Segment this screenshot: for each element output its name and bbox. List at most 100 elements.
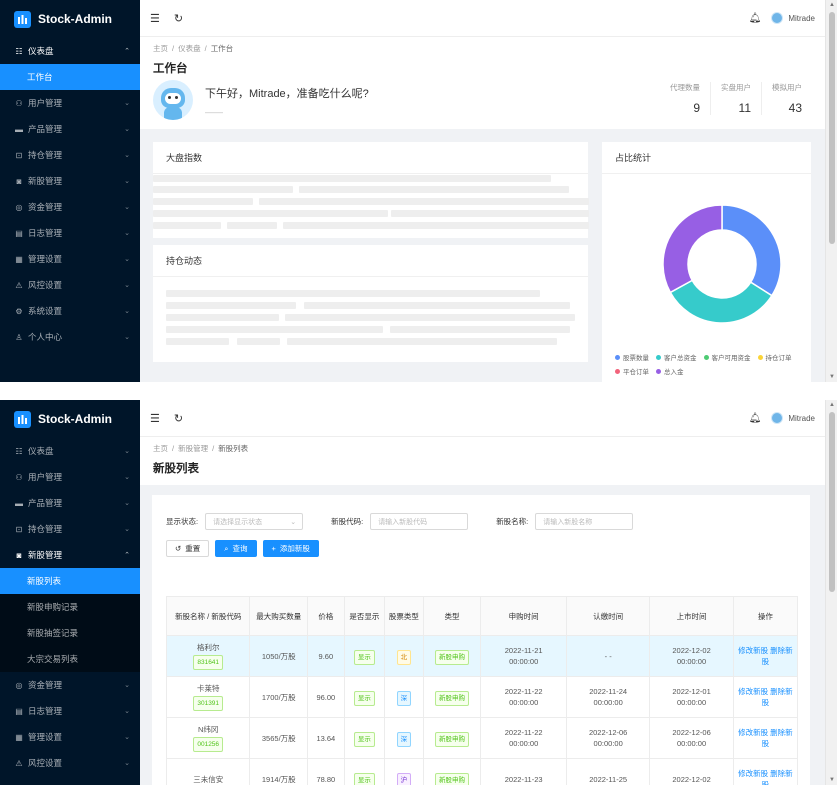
- user-name[interactable]: Mitrade: [788, 413, 815, 423]
- stat-value: 43: [788, 101, 802, 115]
- reset-button[interactable]: ↺ 重置: [166, 540, 210, 557]
- sidebar-item[interactable]: ◙ 新股管理 ⌄: [0, 168, 140, 194]
- breadcrumb-home[interactable]: 主页: [153, 44, 168, 53]
- refresh-icon[interactable]: ↻: [173, 412, 184, 425]
- sidebar-item[interactable]: ☷ 仪表盘 ⌄: [0, 438, 140, 464]
- logo[interactable]: Stock-Admin: [0, 0, 140, 38]
- stock-code-tag: 301391: [193, 696, 224, 711]
- menu-icon: ◙: [16, 550, 22, 560]
- delete-stock-link[interactable]: 删除新股: [761, 687, 793, 707]
- donut-slice[interactable]: [662, 204, 723, 294]
- table-row[interactable]: 格利尔 831641 1050/万股 9.60 显示 北 新股申购 2022-11-21 00:…: [165, 635, 799, 677]
- sidebar-item[interactable]: ♙ 个人中心 ⌄: [0, 324, 140, 350]
- sidebar-item[interactable]: ⊡ 持仓管理 ⌄: [0, 516, 140, 542]
- scroll-up-icon[interactable]: ▲: [829, 2, 835, 8]
- table-row[interactable]: N纬冈 001256 3565/万股 13.64 显示 深 新股申购 2022-11-22 00…: [165, 717, 799, 759]
- sidebar-item-label: 管理设置: [28, 732, 63, 742]
- menu-icon: ⚇: [15, 472, 23, 482]
- user-name[interactable]: Mitrade: [788, 13, 815, 23]
- sidebar-item[interactable]: ⚇ 用户管理 ⌄: [0, 90, 140, 116]
- max-qty-cell: 1700/万股: [249, 676, 309, 718]
- menu-icon: ⊡: [15, 150, 23, 160]
- sidebar-subitem[interactable]: 新股申购记录: [27, 602, 79, 612]
- sidebar-item[interactable]: ⚇ 用户管理 ⌄: [0, 464, 140, 490]
- code-input[interactable]: 请输入新股代码: [370, 513, 469, 530]
- avatar[interactable]: [771, 412, 784, 424]
- scrollbar-thumb[interactable]: [829, 412, 835, 592]
- chevron-down-icon: ⌄: [124, 474, 130, 481]
- sidebar-item[interactable]: ⚠ 风控设置 ⌄: [0, 750, 140, 776]
- donut-slice[interactable]: [669, 279, 773, 324]
- filter-row: 显示状态: 请选择显示状态 ⌄ 新股代码: 请输入新股代码 新股名称: 请输入新股…: [166, 513, 661, 530]
- skeleton-line: [153, 175, 551, 182]
- delete-stock-link[interactable]: 删除新股: [761, 646, 793, 666]
- sidebar-item[interactable]: ▤ 日志管理 ⌄: [0, 698, 140, 724]
- sidebar-item[interactable]: ◎ 资金管理 ⌄: [0, 194, 140, 220]
- table-row[interactable]: 三未信安 1914/万股 78.80 显示 沪 新股申购 2022-11-23 2022-11…: [165, 758, 799, 785]
- sidebar-item[interactable]: ◙ 新股管理 ⌃: [0, 542, 140, 568]
- status-select[interactable]: 请选择显示状态 ⌄: [205, 513, 304, 530]
- legend-item[interactable]: 平仓订单: [615, 366, 649, 376]
- list-time-cell: 2022-12-02: [649, 758, 734, 785]
- scroll-up-icon[interactable]: ▲: [829, 402, 835, 408]
- delete-stock-link[interactable]: 删除新股: [761, 728, 793, 748]
- pay-time-cell: 2022-11-25: [565, 758, 651, 785]
- table-row[interactable]: 卡莱特 301391 1700/万股 96.00 显示 深 新股申购 2022-11-22 00…: [165, 676, 799, 718]
- sidebar-subitem[interactable]: 新股列表: [0, 568, 140, 594]
- edit-stock-link[interactable]: 修改新股: [738, 687, 769, 696]
- scrollbar[interactable]: ▲ ▼: [825, 0, 837, 382]
- edit-stock-link[interactable]: 修改新股: [738, 769, 769, 778]
- sidebar-item[interactable]: ▤ 日志管理 ⌄: [0, 220, 140, 246]
- legend-item[interactable]: 总入金: [656, 366, 684, 376]
- add-stock-button[interactable]: + 添加新股: [262, 540, 319, 557]
- logo-icon: [14, 410, 31, 428]
- legend-item[interactable]: 股票数量: [615, 352, 649, 362]
- sidebar-item[interactable]: ▬ 产品管理 ⌄: [0, 490, 140, 516]
- legend-item[interactable]: 客户可用资金: [703, 352, 751, 362]
- legend-item[interactable]: 客户总资金: [656, 352, 697, 362]
- sidebar-item[interactable]: ▦ 管理设置 ⌄: [0, 724, 140, 750]
- scrollbar-thumb[interactable]: [829, 12, 835, 244]
- bell-icon[interactable]: 🔔︎: [748, 12, 762, 24]
- breadcrumb-section[interactable]: 新股管理: [178, 444, 209, 453]
- breadcrumb-dashboard[interactable]: 仪表盘: [178, 44, 201, 53]
- legend-item[interactable]: 持仓订单: [757, 352, 792, 362]
- scroll-down-icon[interactable]: ▼: [829, 374, 835, 380]
- menu-fold-icon[interactable]: ☰: [150, 12, 160, 25]
- edit-stock-link[interactable]: 修改新股: [738, 728, 769, 737]
- breadcrumb-home[interactable]: 主页: [153, 444, 168, 453]
- breadcrumb: 主页 / 仪表盘 / 工作台: [153, 44, 234, 53]
- header: ☰ ↻ 🔔︎ Mitrade: [140, 0, 825, 37]
- legend-dot-icon: [615, 354, 620, 360]
- sidebar-item[interactable]: ▦ 管理设置 ⌄: [0, 246, 140, 272]
- sidebar-item[interactable]: ☷ 仪表盘 ⌃: [0, 38, 140, 64]
- sidebar-item[interactable]: ⚠ 风控设置 ⌄: [0, 272, 140, 298]
- bell-icon[interactable]: 🔔︎: [748, 412, 762, 424]
- donut-slice[interactable]: [721, 204, 782, 297]
- sidebar-item[interactable]: ▬ 产品管理 ⌄: [0, 116, 140, 142]
- logo[interactable]: Stock-Admin: [0, 400, 140, 438]
- type-cell: 新股申购: [422, 676, 482, 718]
- show-cell: 显示: [343, 676, 386, 718]
- refresh-icon[interactable]: ↻: [173, 12, 184, 25]
- reset-icon: ↺: [175, 544, 182, 553]
- sidebar-item[interactable]: ⊡ 持仓管理 ⌄: [0, 142, 140, 168]
- avatar[interactable]: [771, 12, 784, 24]
- sidebar-item[interactable]: ◎ 资金管理 ⌄: [0, 672, 140, 698]
- show-status-tag: 显示: [353, 731, 375, 747]
- search-button[interactable]: ⌕ 查询: [215, 540, 257, 557]
- delete-stock-link[interactable]: 删除新股: [761, 769, 793, 785]
- type-cell: 新股申购: [422, 758, 482, 785]
- sidebar-item[interactable]: ⚙ 系统设置 ⌄: [0, 298, 140, 324]
- scrollbar[interactable]: ▲ ▼: [825, 400, 837, 785]
- skeleton-line: [391, 210, 589, 217]
- new-stock-table: 新股名称 / 新股代码 最大购买数量 价格 是否显示 股票类型 类型 申购时间 认缴时间 上市时…: [165, 596, 799, 785]
- sidebar-subitem[interactable]: 新股抽签记录: [27, 628, 79, 638]
- name-input[interactable]: 请输入新股名称: [535, 513, 634, 530]
- show-status-tag: 显示: [353, 690, 375, 706]
- edit-stock-link[interactable]: 修改新股: [738, 646, 769, 655]
- sidebar-subitem[interactable]: 大宗交易列表: [27, 654, 79, 664]
- menu-fold-icon[interactable]: ☰: [150, 412, 160, 425]
- sidebar-subitem[interactable]: 工作台: [0, 64, 140, 90]
- scroll-down-icon[interactable]: ▼: [829, 777, 835, 783]
